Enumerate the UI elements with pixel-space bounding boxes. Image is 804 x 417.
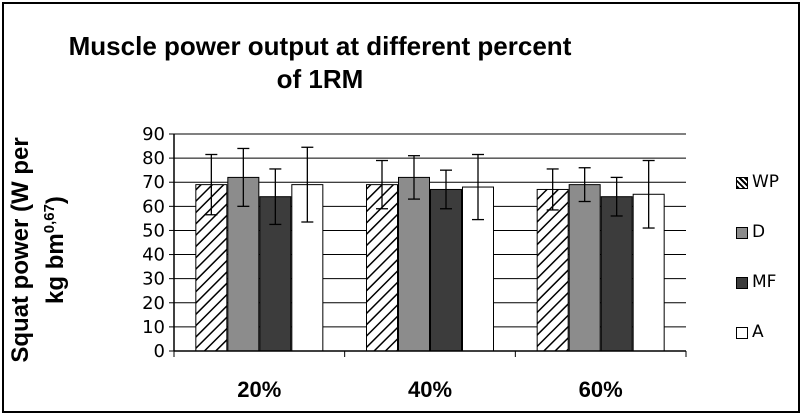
bar-d	[398, 176, 430, 352]
y-tick-label: 0	[154, 341, 165, 362]
legend-label: WP	[752, 172, 780, 192]
chart-title-line-2: of 1RM	[276, 64, 364, 94]
bar-d	[568, 184, 601, 352]
y-tick-label: 10	[142, 317, 165, 338]
chart-title-line-1: Muscle power output at different percent	[68, 31, 572, 61]
legend-swatch	[736, 277, 748, 289]
legend-label: MF	[752, 272, 777, 292]
chart-title: Muscle power output at different percent…	[60, 30, 580, 96]
legend-label: A	[752, 322, 764, 342]
bar-wp	[366, 184, 398, 352]
legend-swatch	[736, 327, 748, 339]
y-tick-label: 80	[142, 148, 165, 169]
bar-wp	[536, 188, 569, 352]
y-tick-label: 30	[142, 269, 165, 290]
bar-mf	[430, 188, 462, 352]
legend-label: D	[752, 222, 766, 242]
legend-swatch	[736, 177, 748, 189]
legend-swatch	[736, 227, 748, 239]
x-tick-label: 20%	[237, 377, 281, 402]
y-tick-label: 70	[142, 172, 165, 193]
y-tick-label: 50	[142, 220, 165, 241]
y-tick-label: 20	[142, 293, 165, 314]
y-tick-label: 90	[142, 124, 165, 145]
x-tick-label: 40%	[408, 377, 452, 402]
y-tick-label: 40	[142, 245, 165, 266]
y-tick-label: 60	[142, 196, 165, 217]
x-tick-label: 60%	[579, 377, 623, 402]
bar-mf	[600, 196, 633, 352]
